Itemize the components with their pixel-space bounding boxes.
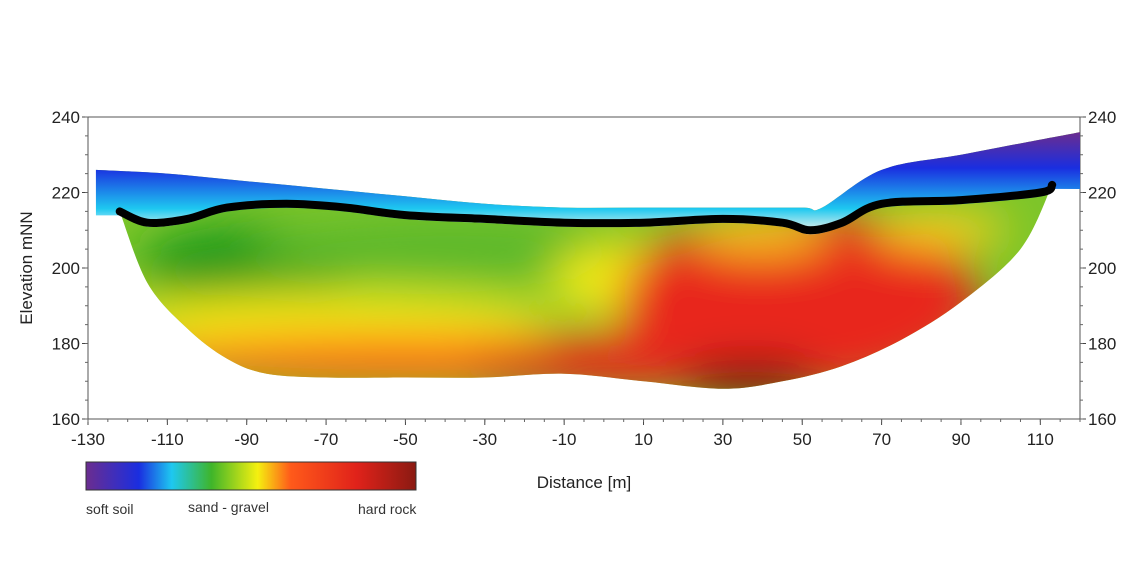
legend-label-sand-gravel: sand - gravel (188, 499, 269, 515)
y-tick-label-left: 220 (52, 184, 80, 203)
y-axis-title: Elevation mNN (17, 211, 36, 324)
x-tick-label: -130 (71, 430, 105, 449)
y-axis-right: 160 180 200 220 240 (1080, 108, 1116, 429)
y-tick-label-left: 160 (52, 410, 80, 429)
legend-gradient-bar (85, 461, 417, 491)
x-axis-title: Distance [m] (537, 473, 631, 492)
x-tick-label: -90 (234, 430, 259, 449)
y-tick-label-right: 180 (1088, 335, 1116, 354)
x-tick-label: 90 (951, 430, 970, 449)
x-axis: -130 -110 -90 -70 -50 -30 -10 10 30 50 70 90 110 (71, 419, 1081, 449)
y-axis-left: 160 180 200 220 240 (52, 108, 88, 429)
x-tick-label: 70 (872, 430, 891, 449)
interface-line (115, 180, 1057, 235)
x-tick-label: 110 (1027, 430, 1054, 449)
legend-colorbar: soft soil sand - gravel hard rock (85, 461, 417, 517)
y-tick-label-left: 200 (52, 259, 80, 278)
x-tick-label: 50 (793, 430, 812, 449)
legend-label-soft-soil: soft soil (86, 501, 133, 517)
x-tick-label: -50 (393, 430, 418, 449)
x-tick-label: -10 (552, 430, 577, 449)
y-tick-label-right: 220 (1088, 184, 1116, 203)
x-tick-label: -70 (314, 430, 339, 449)
y-tick-label-right: 240 (1088, 108, 1116, 127)
y-tick-label-right: 200 (1088, 259, 1116, 278)
y-tick-label-right: 160 (1088, 410, 1116, 429)
y-tick-label-left: 180 (52, 335, 80, 354)
x-tick-label: 30 (713, 430, 732, 449)
legend-label-hard-rock: hard rock (358, 501, 417, 517)
y-tick-label-left: 240 (52, 108, 80, 127)
x-tick-label: 10 (634, 430, 653, 449)
x-tick-label: -30 (473, 430, 498, 449)
x-tick-label: -110 (151, 430, 184, 449)
